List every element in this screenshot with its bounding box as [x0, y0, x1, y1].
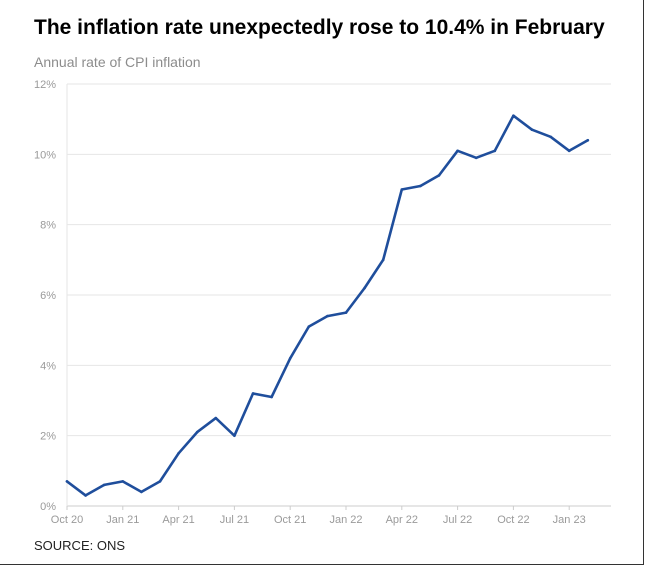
x-tick-label: Oct 21 [274, 514, 306, 526]
data-point [270, 395, 273, 399]
data-point [567, 149, 571, 153]
data-point [549, 135, 552, 139]
y-tick-label: 8% [40, 220, 56, 232]
x-tick-label: Jul 22 [443, 514, 472, 526]
y-tick-label: 12% [34, 79, 56, 91]
grid-lines [66, 83, 611, 507]
chart-title: The inflation rate unexpectedly rose to … [34, 16, 605, 39]
y-tick-label: 4% [40, 360, 56, 372]
series-line [65, 114, 590, 497]
x-tick-label: Jan 23 [553, 514, 586, 526]
data-point [586, 138, 590, 142]
x-tick-label: Oct 20 [51, 514, 83, 526]
data-point [363, 286, 366, 290]
data-point [214, 416, 218, 420]
data-point [326, 314, 329, 318]
data-point [177, 451, 180, 455]
data-point [344, 311, 348, 314]
y-tick-label: 0% [40, 501, 56, 513]
y-tick-label: 10% [34, 149, 56, 161]
x-axis-ticks: Oct 20 Jan 21 Apr 21 Jul 21 Oct 21 Jan 22 Apr … [51, 506, 586, 526]
y-tick-label: 6% [40, 290, 56, 302]
x-tick-label: Apr 21 [162, 514, 194, 526]
data-point [251, 392, 255, 395]
x-tick-label: Apr 22 [386, 514, 418, 526]
data-point [419, 184, 422, 188]
x-tick-label: Jan 22 [329, 514, 362, 526]
data-point [456, 149, 459, 153]
y-tick-label: 2% [40, 431, 56, 443]
data-point [140, 490, 143, 494]
data-point [307, 325, 311, 328]
data-point [530, 128, 534, 132]
data-point [381, 258, 385, 262]
chart-subtitle: Annual rate of CPI inflation [34, 54, 201, 70]
data-point [102, 483, 106, 487]
data-point [158, 480, 162, 483]
x-tick-label: Jan 21 [106, 514, 139, 526]
x-tick-label: Oct 22 [497, 514, 529, 526]
y-axis-ticks: 0% 2% 4% 6% 8% 10% 12% [34, 79, 56, 513]
data-point [288, 357, 292, 360]
data-point [195, 430, 199, 434]
x-tick-label: Jul 21 [220, 514, 249, 526]
data-point [121, 480, 125, 483]
data-point [400, 188, 404, 191]
data-point [474, 156, 478, 160]
data-point [84, 494, 87, 497]
data-point [437, 174, 441, 177]
series-layer [65, 114, 590, 497]
data-point [512, 114, 515, 117]
data-point [493, 149, 497, 153]
data-point [65, 480, 69, 483]
data-point [233, 434, 236, 437]
source-note: SOURCE: ONS [34, 538, 126, 553]
